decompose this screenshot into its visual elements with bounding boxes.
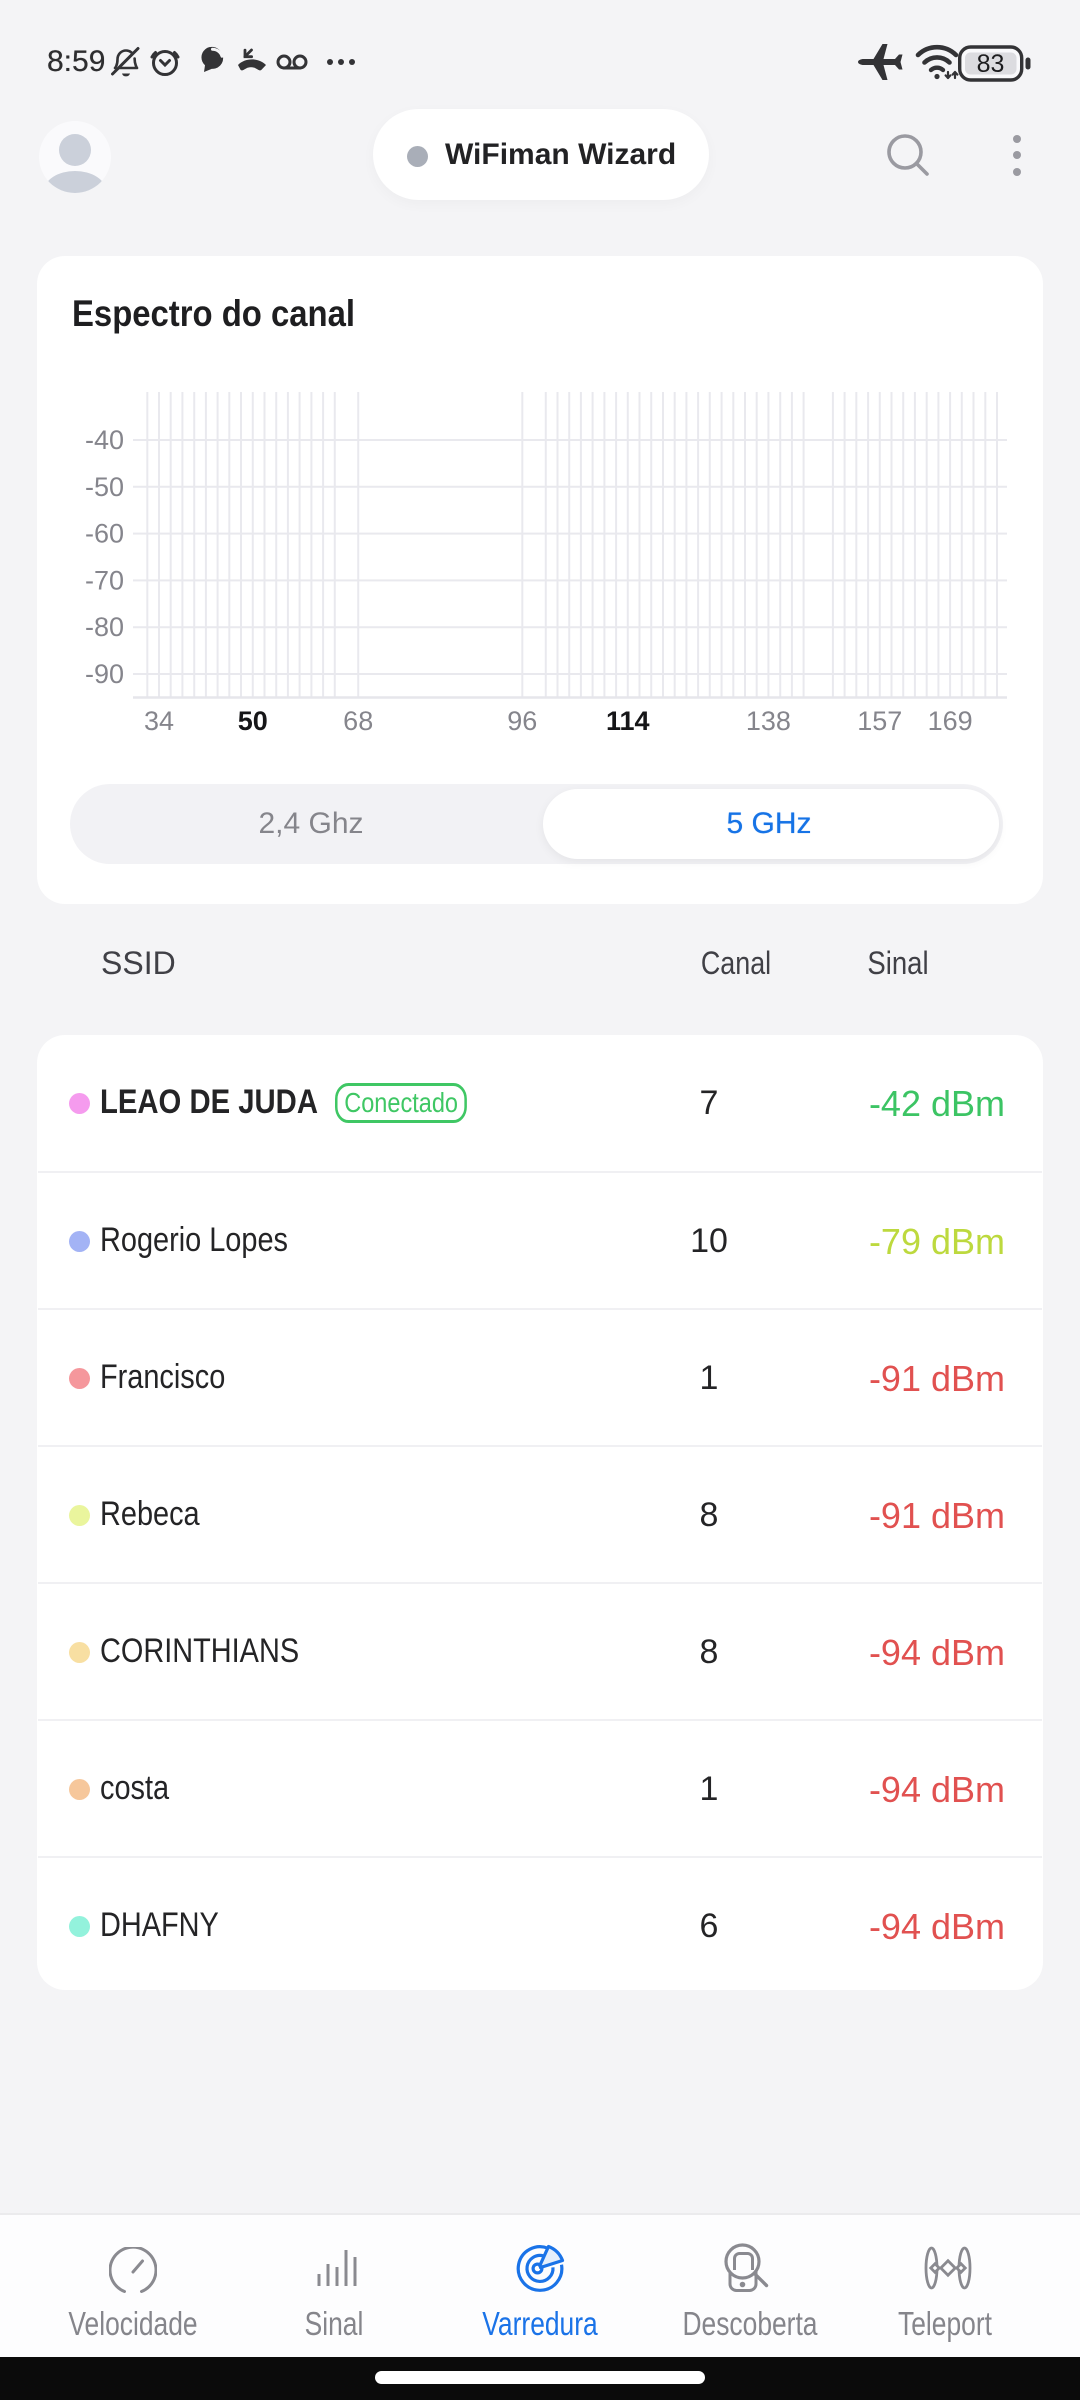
svg-text:169: 169	[928, 706, 973, 736]
svg-text:114: 114	[606, 706, 650, 736]
svg-text:83: 83	[977, 50, 1005, 78]
svg-text:96: 96	[507, 706, 537, 736]
svg-text:68: 68	[343, 706, 373, 736]
svg-text:138: 138	[746, 706, 791, 736]
svg-text:50: 50	[238, 706, 268, 736]
svg-text:-60: -60	[85, 519, 124, 549]
svg-text:-70: -70	[85, 565, 124, 595]
svg-text:-40: -40	[85, 425, 124, 455]
svg-text:-80: -80	[85, 612, 124, 642]
svg-text:34: 34	[144, 706, 174, 736]
svg-text:-90: -90	[85, 659, 124, 689]
svg-text:157: 157	[857, 706, 902, 736]
svg-text:-50: -50	[85, 472, 124, 502]
